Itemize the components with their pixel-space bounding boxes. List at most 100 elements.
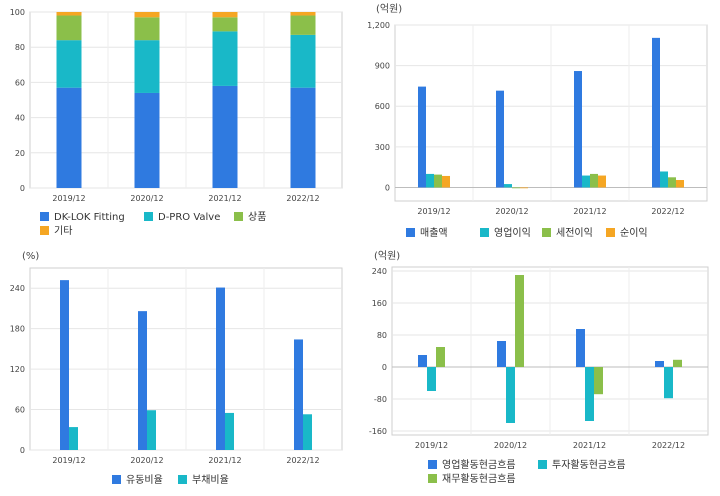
y-tick-label: 80 bbox=[377, 331, 387, 340]
bar bbox=[134, 40, 160, 93]
x-tick-label: 2019/12 bbox=[52, 456, 85, 465]
bar bbox=[434, 174, 442, 188]
bar bbox=[69, 427, 78, 450]
y-tick-label: 0 bbox=[20, 446, 25, 455]
bar bbox=[212, 17, 238, 32]
y-tick-label: 160 bbox=[372, 299, 387, 308]
x-tick-label: 2019/12 bbox=[52, 194, 85, 203]
bar bbox=[56, 87, 82, 188]
y-tick-label: 240 bbox=[10, 284, 25, 293]
legend-label: 순이익 bbox=[620, 227, 648, 239]
legend-swatch bbox=[406, 228, 415, 237]
legend-label: 기타 bbox=[54, 225, 72, 237]
bar bbox=[506, 367, 515, 423]
bar bbox=[225, 412, 234, 450]
y-tick-label: 0 bbox=[382, 363, 387, 372]
y-tick-label: 120 bbox=[10, 365, 25, 374]
y-tick-label: -160 bbox=[369, 427, 387, 436]
bar bbox=[290, 15, 316, 35]
legend-swatch bbox=[606, 228, 615, 237]
legend-label: 부채비율 bbox=[192, 474, 229, 486]
legend-label: D-PRO Valve bbox=[158, 212, 220, 223]
y-tick-label: 180 bbox=[10, 325, 25, 334]
legend-swatch bbox=[538, 460, 547, 469]
bar bbox=[582, 175, 590, 188]
legend-swatch bbox=[542, 228, 551, 237]
y-tick-label: -80 bbox=[374, 395, 387, 404]
y-tick-label: 600 bbox=[375, 102, 390, 111]
bar bbox=[418, 355, 427, 367]
bar bbox=[574, 71, 582, 188]
unit-label: (억원) bbox=[376, 3, 402, 15]
legend-swatch bbox=[40, 212, 49, 221]
bar bbox=[294, 339, 303, 450]
legend-label: 재무활동현금흐름 bbox=[442, 472, 516, 485]
y-tick-label: 240 bbox=[372, 267, 387, 276]
legend-label: DK-LOK Fitting bbox=[54, 212, 125, 223]
y-tick-label: 60 bbox=[15, 78, 25, 87]
legend-swatch bbox=[234, 212, 243, 221]
bar bbox=[212, 31, 238, 86]
x-tick-label: 2019/12 bbox=[417, 207, 450, 216]
bar bbox=[290, 87, 316, 188]
bar bbox=[594, 367, 603, 395]
bar bbox=[660, 171, 668, 188]
x-tick-label: 2020/12 bbox=[130, 194, 163, 203]
legend-swatch bbox=[428, 474, 437, 483]
y-tick-label: 40 bbox=[15, 114, 25, 123]
bar bbox=[520, 187, 528, 189]
x-tick-label: 2021/12 bbox=[208, 456, 241, 465]
legend-label: 유동비율 bbox=[126, 474, 163, 486]
legend-label: 상품 bbox=[248, 211, 266, 223]
bar bbox=[303, 414, 312, 450]
bar bbox=[497, 341, 506, 367]
legend-swatch bbox=[178, 475, 187, 484]
y-tick-label: 80 bbox=[15, 43, 25, 52]
y-tick-label: 300 bbox=[375, 143, 390, 152]
bar bbox=[216, 287, 225, 450]
bar bbox=[138, 311, 147, 450]
bar bbox=[655, 361, 664, 367]
x-tick-label: 2022/12 bbox=[286, 194, 319, 203]
y-tick-label: 60 bbox=[15, 406, 25, 415]
x-tick-label: 2022/12 bbox=[286, 456, 319, 465]
x-tick-label: 2020/12 bbox=[494, 441, 527, 450]
bar bbox=[290, 34, 316, 88]
bar bbox=[664, 367, 673, 399]
bar bbox=[668, 177, 676, 188]
bar bbox=[134, 92, 160, 188]
y-tick-label: 100 bbox=[10, 8, 25, 17]
bar bbox=[60, 280, 69, 450]
bar bbox=[576, 329, 585, 367]
bar bbox=[585, 367, 594, 421]
legend-label: 매출액 bbox=[420, 227, 448, 239]
x-tick-label: 2021/12 bbox=[573, 441, 606, 450]
bar bbox=[212, 85, 238, 188]
bar bbox=[504, 184, 512, 188]
bar bbox=[56, 40, 82, 88]
bar bbox=[496, 90, 504, 188]
y-tick-label: 0 bbox=[385, 183, 390, 192]
legend-label: 세전이익 bbox=[556, 227, 593, 239]
x-tick-label: 2019/12 bbox=[415, 441, 448, 450]
legend-swatch bbox=[428, 460, 437, 469]
bar bbox=[512, 187, 520, 189]
bar bbox=[56, 12, 82, 16]
bar bbox=[134, 12, 160, 18]
bar bbox=[515, 275, 524, 367]
bar bbox=[290, 12, 316, 16]
bar bbox=[598, 175, 606, 188]
bar bbox=[426, 173, 434, 188]
x-tick-label: 2020/12 bbox=[130, 456, 163, 465]
legend-swatch bbox=[480, 228, 489, 237]
bar bbox=[436, 347, 445, 367]
y-tick-label: 900 bbox=[375, 62, 390, 71]
legend-swatch bbox=[112, 475, 121, 484]
bar bbox=[427, 367, 436, 391]
legend-label: 영업이익 bbox=[494, 226, 531, 239]
bar bbox=[147, 410, 156, 450]
unit-label: (억원) bbox=[374, 250, 400, 262]
legend-label: 영업활동현금흐름 bbox=[442, 458, 516, 471]
unit-label: (%) bbox=[22, 251, 39, 262]
